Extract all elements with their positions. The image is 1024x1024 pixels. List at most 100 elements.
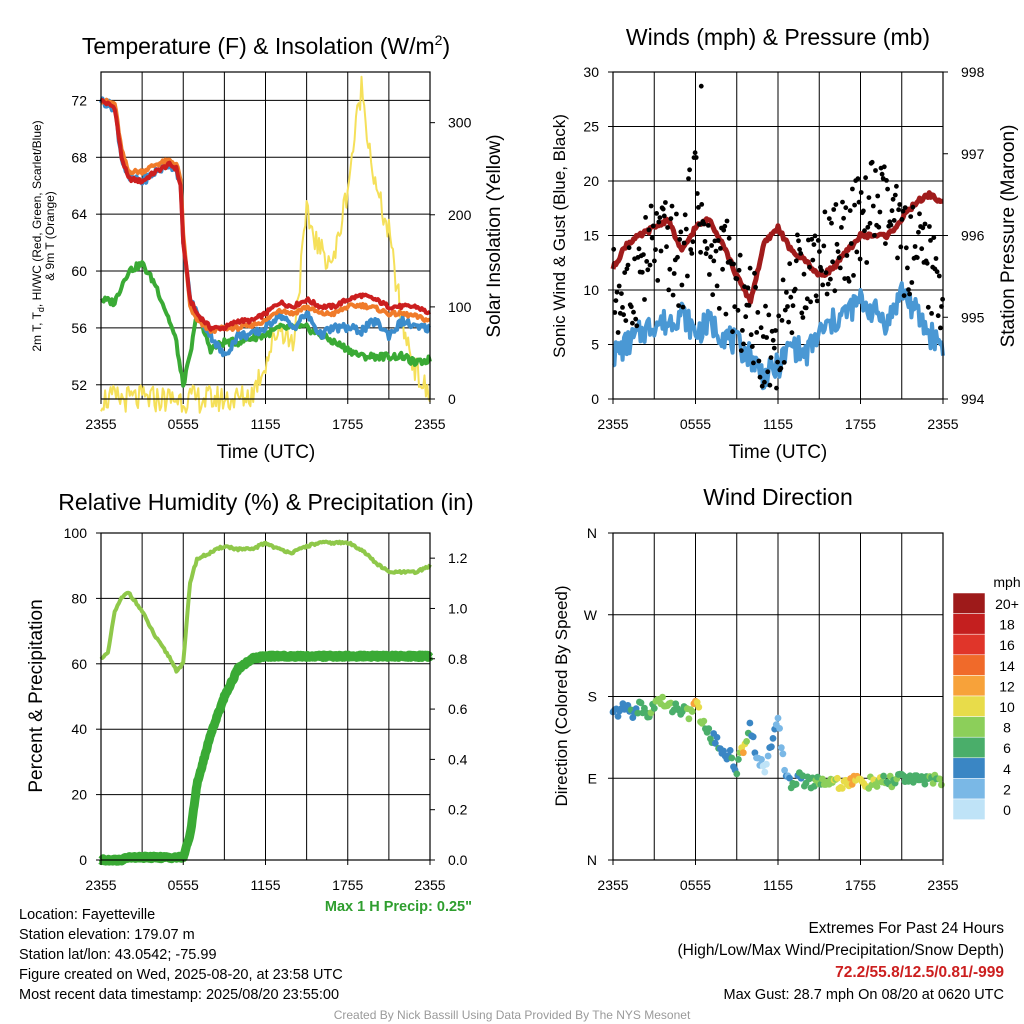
- x-tick-label: 2355: [597, 877, 628, 893]
- direction-point: [726, 747, 734, 754]
- gust-point: [657, 215, 663, 221]
- gust-point: [671, 271, 677, 276]
- gust-point: [811, 242, 817, 248]
- gust-point: [696, 205, 701, 210]
- gust-point: [938, 325, 943, 331]
- gust-point: [856, 199, 862, 205]
- x-tick-label: 1155: [250, 877, 280, 893]
- gust-point: [711, 258, 717, 264]
- gust-point: [907, 291, 912, 297]
- y2-tick-label: 995: [961, 309, 985, 325]
- legend-swatch: [952, 633, 986, 656]
- gust-point: [652, 258, 657, 264]
- y-tick-label: 60: [71, 656, 87, 672]
- gust-point: [678, 229, 684, 235]
- direction-point: [758, 756, 765, 763]
- gust-point: [653, 247, 658, 253]
- direction-point: [634, 709, 642, 717]
- temp-x-ticks: 2355 0555 1155 1755 2355: [85, 399, 446, 432]
- legend-title: mph: [993, 574, 1020, 590]
- gust-point: [737, 252, 743, 258]
- gust-point: [724, 218, 730, 224]
- gust-point: [763, 303, 768, 309]
- credit-line: Created By Nick Bassill Using Data Provi…: [334, 1008, 691, 1022]
- y-tick-label: 10: [583, 282, 599, 298]
- gust-point: [765, 369, 771, 375]
- dewpoint-line: [100, 260, 432, 388]
- gust-point: [704, 246, 710, 251]
- legend-label: 10: [999, 699, 1015, 715]
- y2-tick-label: 0.6: [448, 701, 468, 717]
- gust-point: [749, 344, 755, 349]
- gust-point: [654, 211, 659, 216]
- y-tick-label: W: [584, 607, 598, 623]
- gust-point: [753, 284, 758, 290]
- y-tick-label: 0: [79, 852, 87, 868]
- gust-point: [788, 294, 794, 300]
- legend-label: 14: [999, 658, 1015, 674]
- gust-point: [723, 311, 729, 317]
- gust-point: [664, 244, 669, 250]
- gust-point: [929, 311, 934, 316]
- gust-point: [928, 238, 933, 243]
- x-tick-label: 2355: [597, 416, 628, 432]
- max-gust-point: [698, 83, 704, 89]
- y-tick-label: 60: [71, 263, 87, 279]
- gust-point: [819, 268, 824, 273]
- gust-point: [701, 221, 707, 227]
- y-tick-label: N: [587, 525, 597, 541]
- gust-point: [745, 285, 751, 291]
- gust-point: [800, 315, 806, 320]
- direction-point: [777, 744, 785, 752]
- gust-point: [616, 283, 622, 289]
- gust-point: [645, 267, 651, 273]
- gust-point: [894, 183, 899, 189]
- y-tick-label: E: [588, 770, 597, 786]
- gust-point: [615, 330, 621, 335]
- gust-point: [780, 277, 786, 283]
- gust-point: [779, 318, 785, 323]
- gust-point: [714, 283, 720, 289]
- gust-point: [611, 246, 617, 252]
- gust-point: [682, 212, 688, 218]
- y-tick-label: 30: [583, 64, 599, 80]
- gust-point: [747, 265, 753, 271]
- extremes-values: 72.2/55.8/12.5/0.81/-999: [835, 964, 1004, 981]
- station-info: Location: Fayetteville Station elevation…: [19, 905, 343, 1005]
- x-tick-label: 2355: [85, 416, 116, 432]
- gust-point: [647, 262, 653, 268]
- gust-point: [897, 202, 903, 207]
- y-tick-label: 20: [583, 173, 599, 189]
- legend-swatch: [952, 798, 986, 820]
- gust-point: [927, 224, 932, 229]
- dir-title: Wind Direction: [703, 484, 853, 510]
- direction-point: [733, 770, 741, 778]
- direction-point: [713, 734, 721, 741]
- gust-point: [801, 271, 807, 277]
- gust-point: [680, 304, 686, 310]
- y-tick-label: S: [588, 689, 597, 705]
- gust-point: [621, 312, 626, 318]
- gust-point: [686, 176, 691, 182]
- direction-point: [688, 708, 696, 715]
- gust-point: [731, 261, 736, 267]
- rh-y-ticks: 0 20 40 60 80 100: [64, 525, 101, 868]
- gust-point: [843, 205, 849, 211]
- y-tick-label: 80: [71, 590, 87, 606]
- gust-point: [667, 266, 673, 272]
- y-tick-label: 5: [591, 337, 599, 353]
- gust-point: [813, 293, 819, 299]
- y-tick-label: 68: [71, 149, 87, 165]
- gust-point: [634, 323, 640, 329]
- direction-point: [700, 717, 708, 725]
- gust-point: [815, 238, 821, 243]
- rh-y2-ticks: 0.0 0.2 0.4 0.6 0.8 1.0 1.2: [430, 550, 468, 868]
- x-tick-label: 1155: [250, 416, 280, 432]
- gust-point: [834, 241, 840, 247]
- gust-point: [826, 216, 832, 222]
- gust-point: [820, 282, 826, 288]
- direction-point: [769, 735, 777, 742]
- gust-point: [646, 227, 652, 233]
- gust-point: [658, 248, 664, 254]
- gust-point: [920, 225, 926, 231]
